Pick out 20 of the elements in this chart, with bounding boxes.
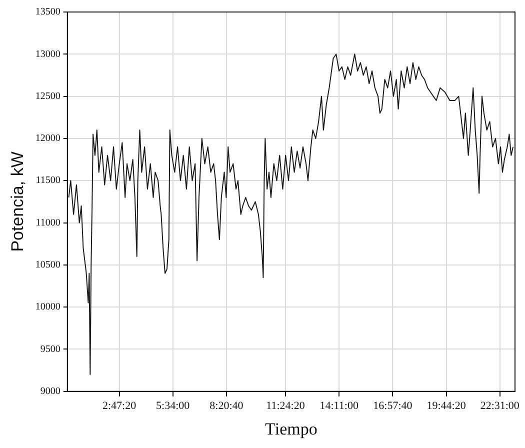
y-tick-label: 13000 xyxy=(35,48,60,60)
x-tick-label: 22:31:00 xyxy=(480,400,520,412)
x-tick-label: 19:44:20 xyxy=(426,400,466,412)
y-tick-label: 10500 xyxy=(35,260,60,271)
x-tick-label: 5:34:00 xyxy=(156,400,190,412)
y-tick-label: 10000 xyxy=(35,302,60,313)
y-tick-label: 11000 xyxy=(36,217,60,228)
x-tick-label: 14:11:00 xyxy=(320,400,359,412)
y-tick-label: 13500 xyxy=(35,6,60,18)
x-tick-label: 8:20:40 xyxy=(210,400,244,412)
x-axis-title: Tiempo xyxy=(265,419,318,438)
x-tick-label: 16:57:40 xyxy=(373,400,413,412)
x-tick-label: 11:24:20 xyxy=(266,400,306,412)
y-tick-label: 12500 xyxy=(35,90,60,102)
x-tick-label: 2:47:20 xyxy=(102,400,137,412)
y-axis-title: Potencia, kW xyxy=(8,152,27,252)
y-tick-label: 9500 xyxy=(40,344,60,355)
y-tick-label: 9000 xyxy=(40,386,60,398)
y-tick-label: 11500 xyxy=(36,175,60,186)
y-tick-label: 12000 xyxy=(35,133,60,144)
